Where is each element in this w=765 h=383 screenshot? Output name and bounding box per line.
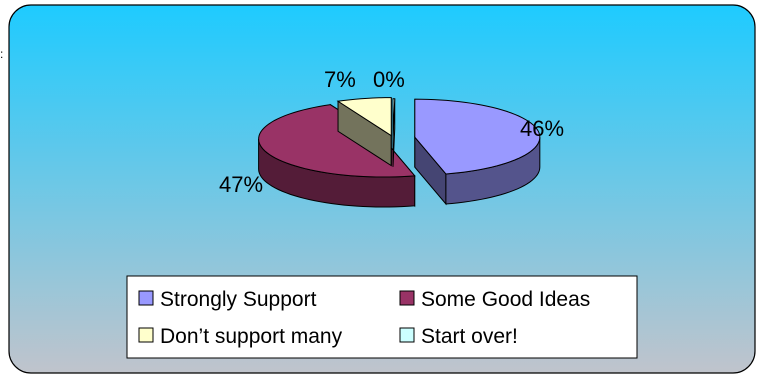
legend-box (126, 275, 638, 359)
data-label-dont-support-many: 7% (324, 67, 356, 92)
legend-label-start-over: Start over! (421, 325, 518, 348)
pie-slice-start-over-top (392, 98, 396, 137)
pie-slice-strongly-support-top (414, 98, 541, 175)
legend: Strongly Support Some Good Ideas Don’t s… (126, 275, 638, 359)
pie-slice-don-t-support-many (336, 97, 392, 167)
edge-marker: : (0, 47, 3, 61)
pie-slice-start-over (392, 98, 396, 167)
legend-swatch-strongly-support (138, 290, 154, 306)
legend-swatch-some-good-ideas (399, 290, 415, 306)
data-label-some-good-ideas: 47% (219, 172, 263, 197)
data-label-start-over: 0% (373, 67, 405, 92)
pie-slice-don-t-support-many-top (336, 97, 392, 137)
legend-swatch-dont-support-many (138, 327, 154, 343)
legend-label-some-good-ideas: Some Good Ideas (421, 288, 590, 311)
pie-slice-some-good-ideas-top (258, 104, 416, 178)
legend-label-dont-support-many: Don’t support many (160, 325, 343, 348)
data-label-strongly-support: 46% (520, 116, 564, 141)
pie-slices (258, 97, 541, 208)
legend-swatch-start-over (399, 327, 415, 343)
pie-slice-strongly-support (414, 98, 541, 206)
legend-label-strongly-support: Strongly Support (160, 288, 317, 311)
